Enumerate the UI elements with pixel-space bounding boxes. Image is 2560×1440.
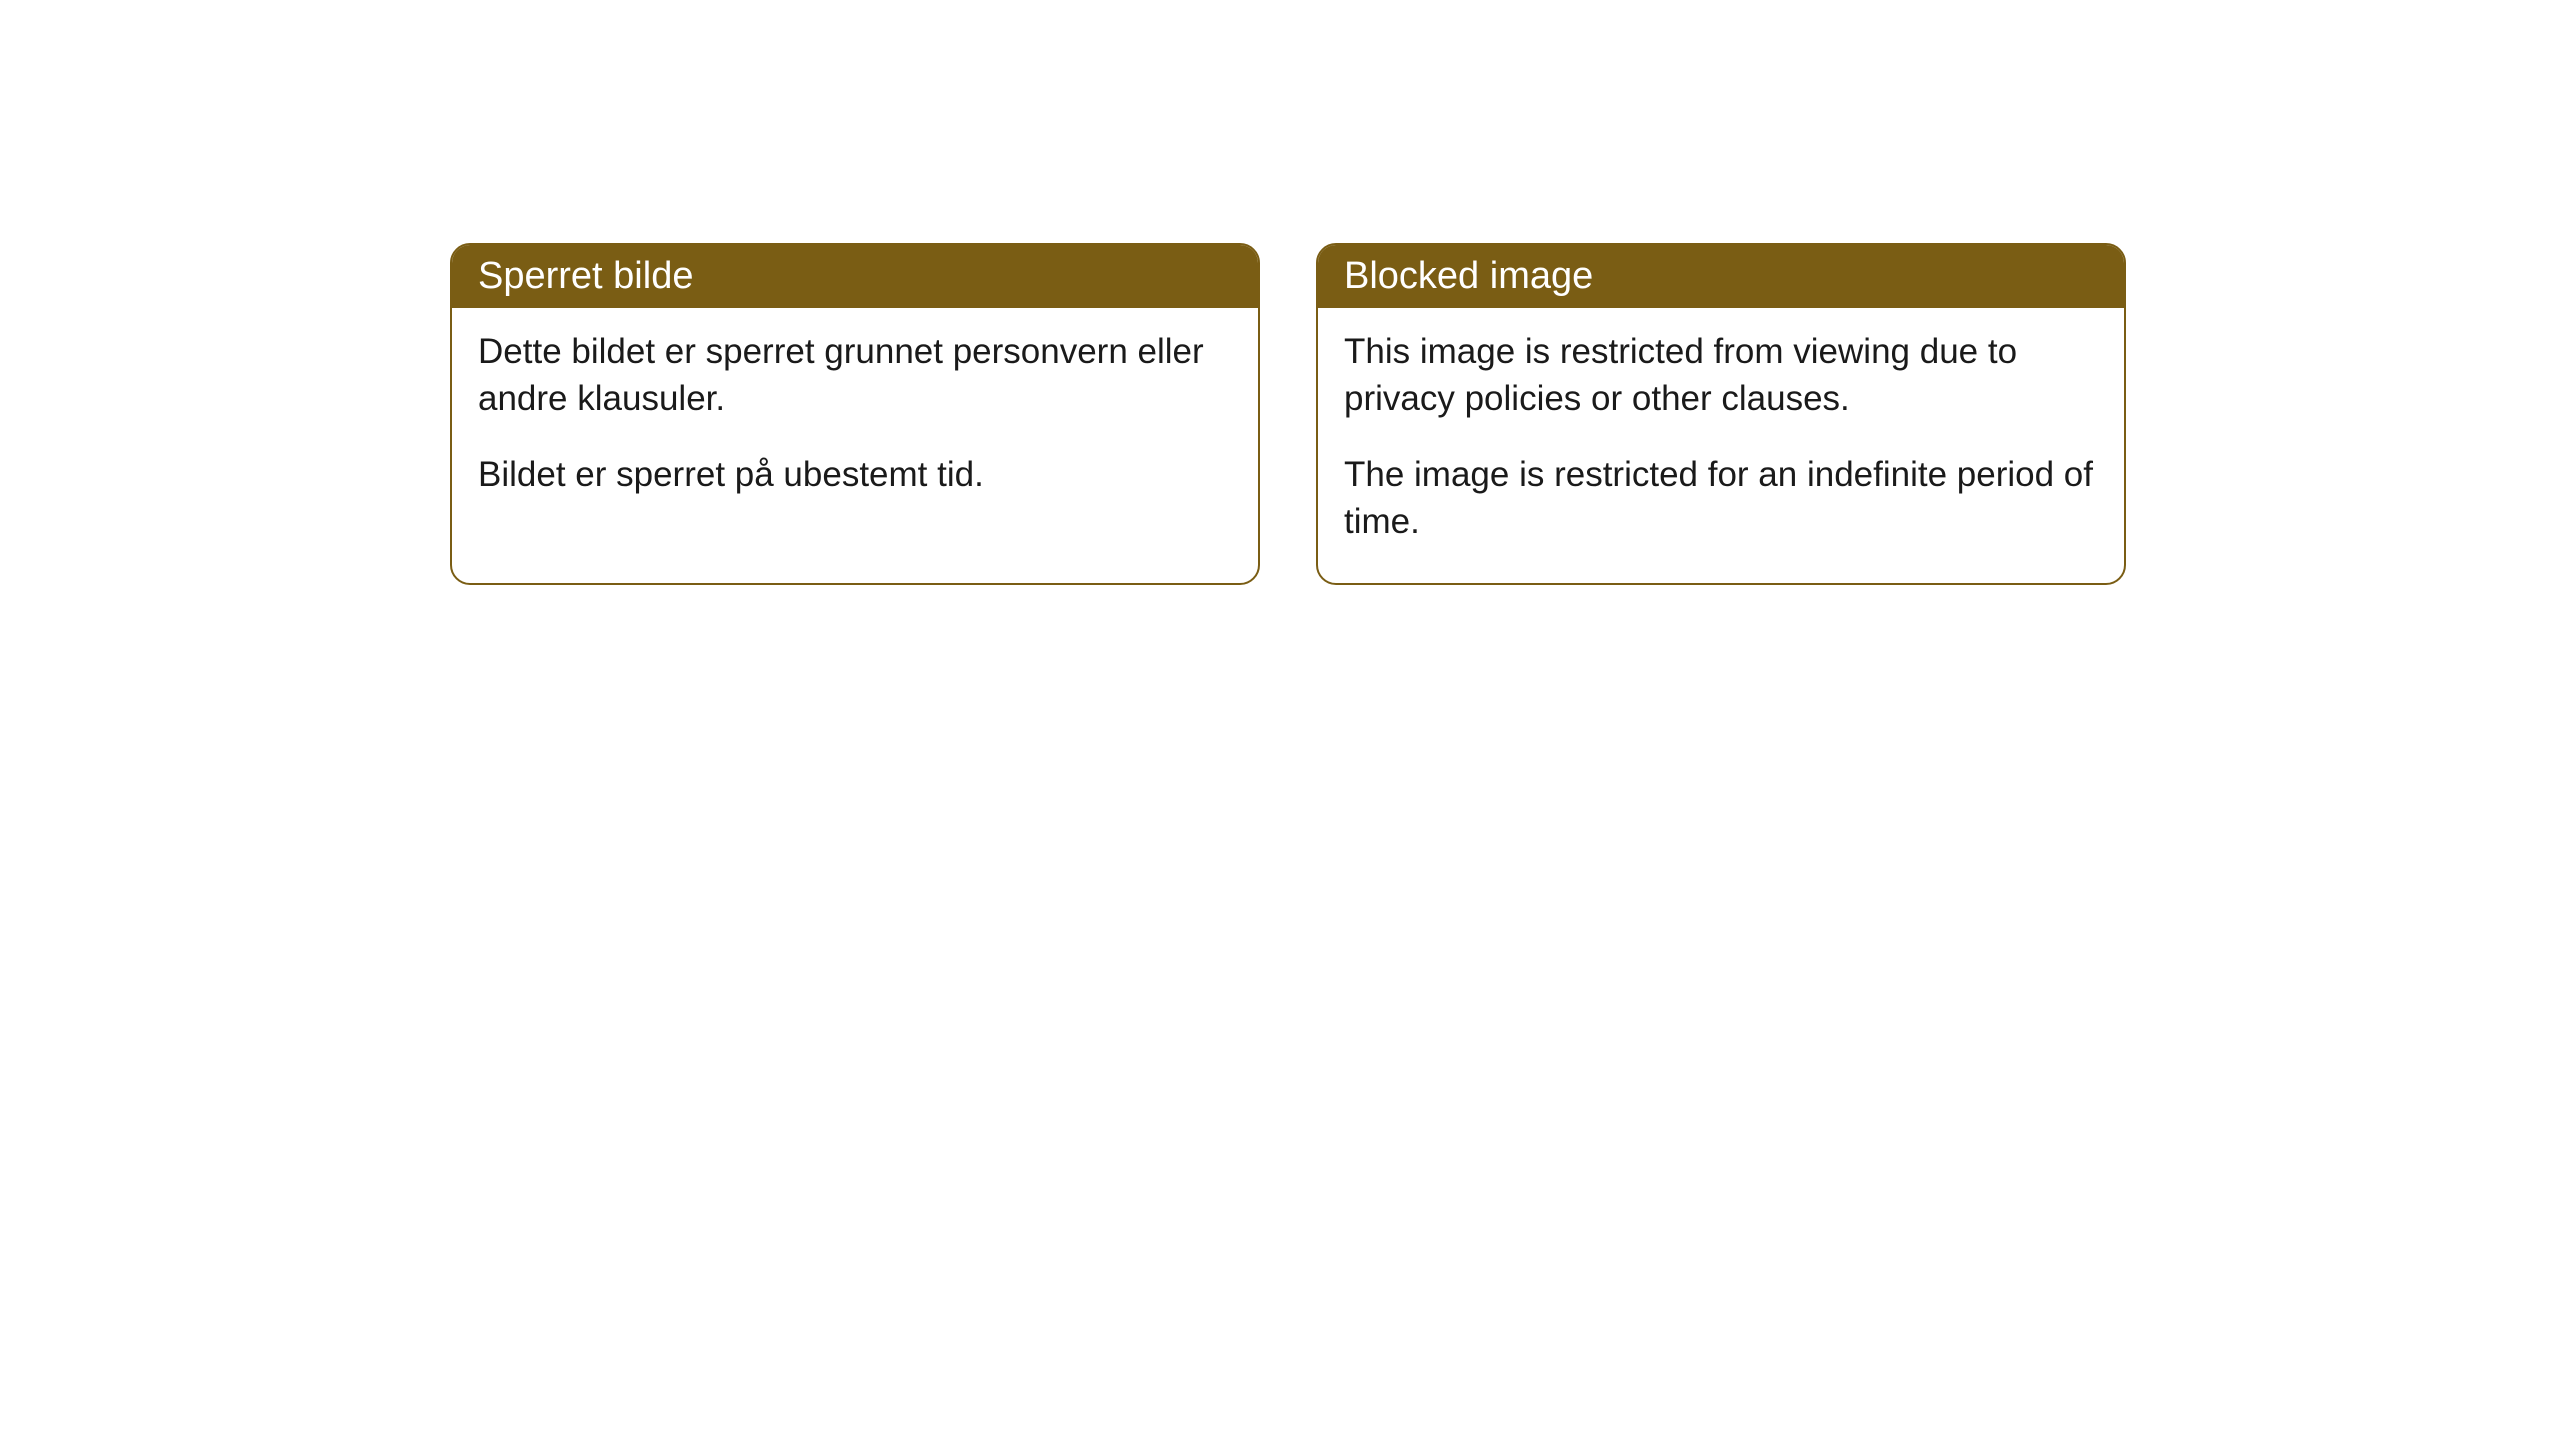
card-header: Blocked image (1318, 245, 2124, 308)
blocked-image-card-english: Blocked image This image is restricted f… (1316, 243, 2126, 585)
card-paragraph: Dette bildet er sperret grunnet personve… (478, 328, 1232, 423)
card-paragraph: This image is restricted from viewing du… (1344, 328, 2098, 423)
card-title: Blocked image (1344, 255, 1593, 297)
card-header: Sperret bilde (452, 245, 1258, 308)
card-body: Dette bildet er sperret grunnet personve… (452, 308, 1258, 536)
card-paragraph: Bildet er sperret på ubestemt tid. (478, 451, 1232, 498)
cards-container: Sperret bilde Dette bildet er sperret gr… (0, 0, 2560, 585)
card-title: Sperret bilde (478, 255, 693, 297)
card-body: This image is restricted from viewing du… (1318, 308, 2124, 583)
card-paragraph: The image is restricted for an indefinit… (1344, 451, 2098, 546)
blocked-image-card-norwegian: Sperret bilde Dette bildet er sperret gr… (450, 243, 1260, 585)
